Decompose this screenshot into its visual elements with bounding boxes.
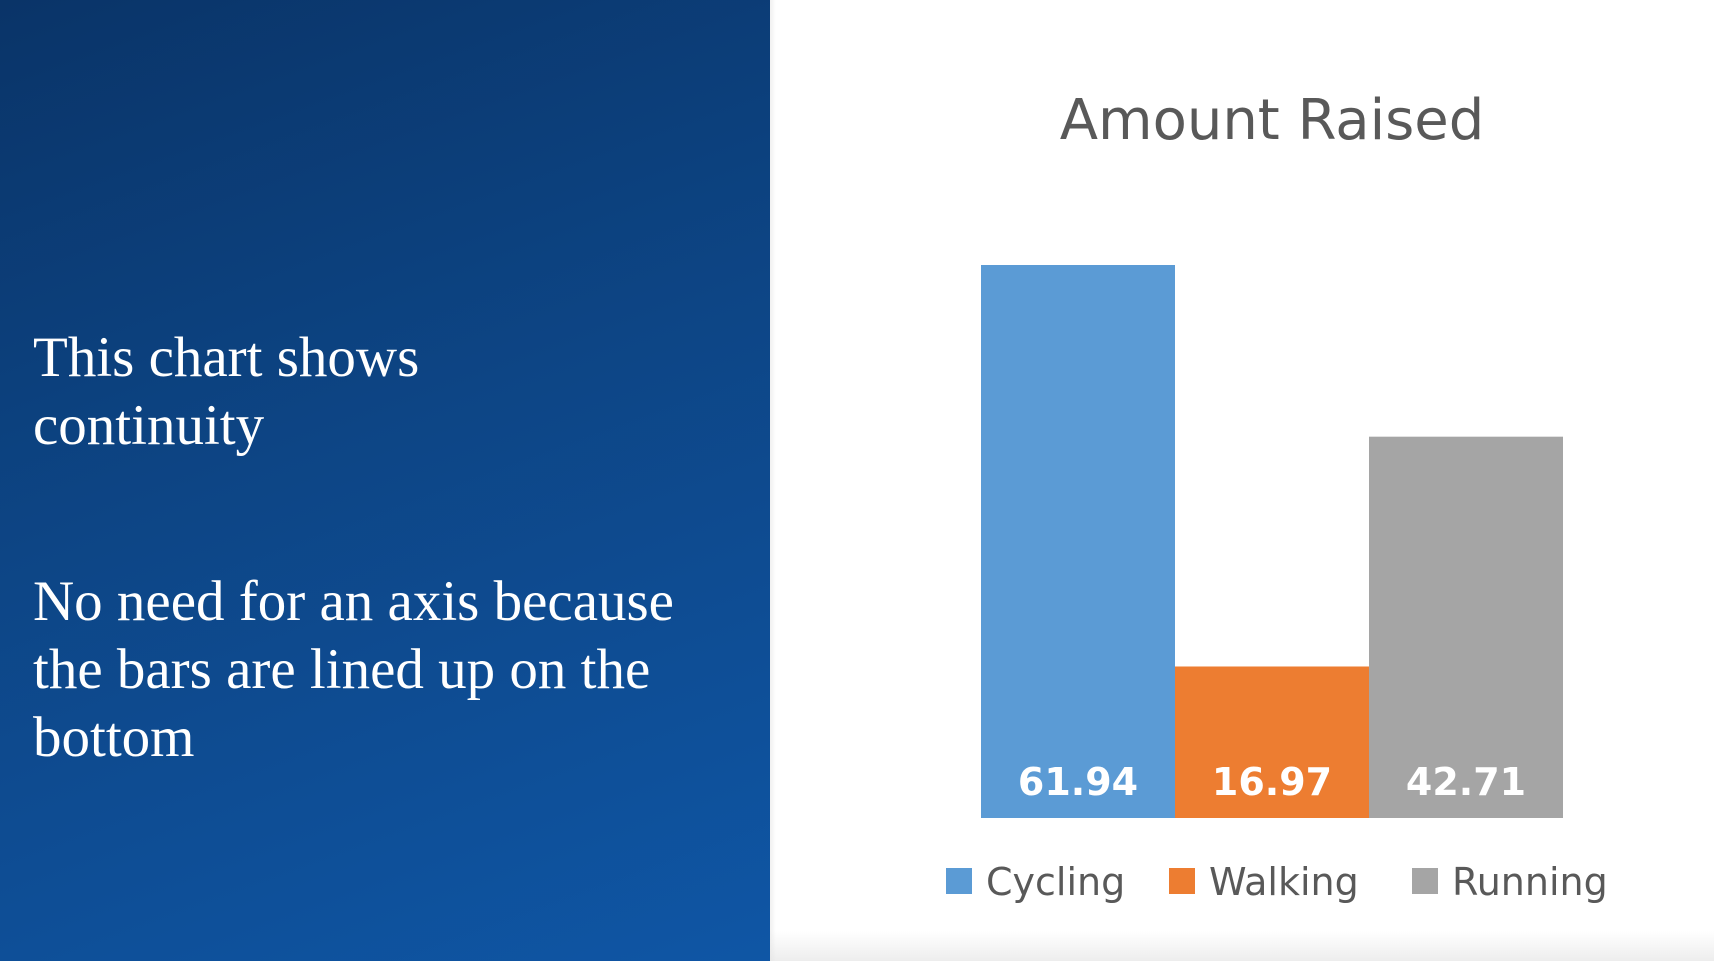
legend-swatch-walking	[1169, 868, 1195, 894]
data-label-cycling: 61.94	[1018, 760, 1138, 804]
panel-text-continuity: This chart shows continuity	[33, 326, 420, 457]
legend-swatch-running	[1412, 868, 1438, 894]
legend-label-walking: Walking	[1209, 860, 1359, 904]
panel-divider	[770, 0, 776, 961]
legend-label-running: Running	[1452, 860, 1608, 904]
legend-swatch-cycling	[946, 868, 972, 894]
panel-text-axis-note: No need for an axis because the bars are…	[33, 570, 674, 769]
left-panel: This chart shows continuity No need for …	[0, 0, 770, 961]
bar-cycling	[981, 265, 1175, 818]
chart-title: Amount Raised	[1059, 88, 1485, 153]
bar-running	[1369, 436, 1563, 818]
bar-walking	[1175, 666, 1369, 818]
legend-label-cycling: Cycling	[986, 860, 1125, 904]
data-label-running: 42.71	[1406, 760, 1526, 804]
bottom-fade	[770, 931, 1714, 961]
data-label-walking: 16.97	[1212, 760, 1332, 804]
